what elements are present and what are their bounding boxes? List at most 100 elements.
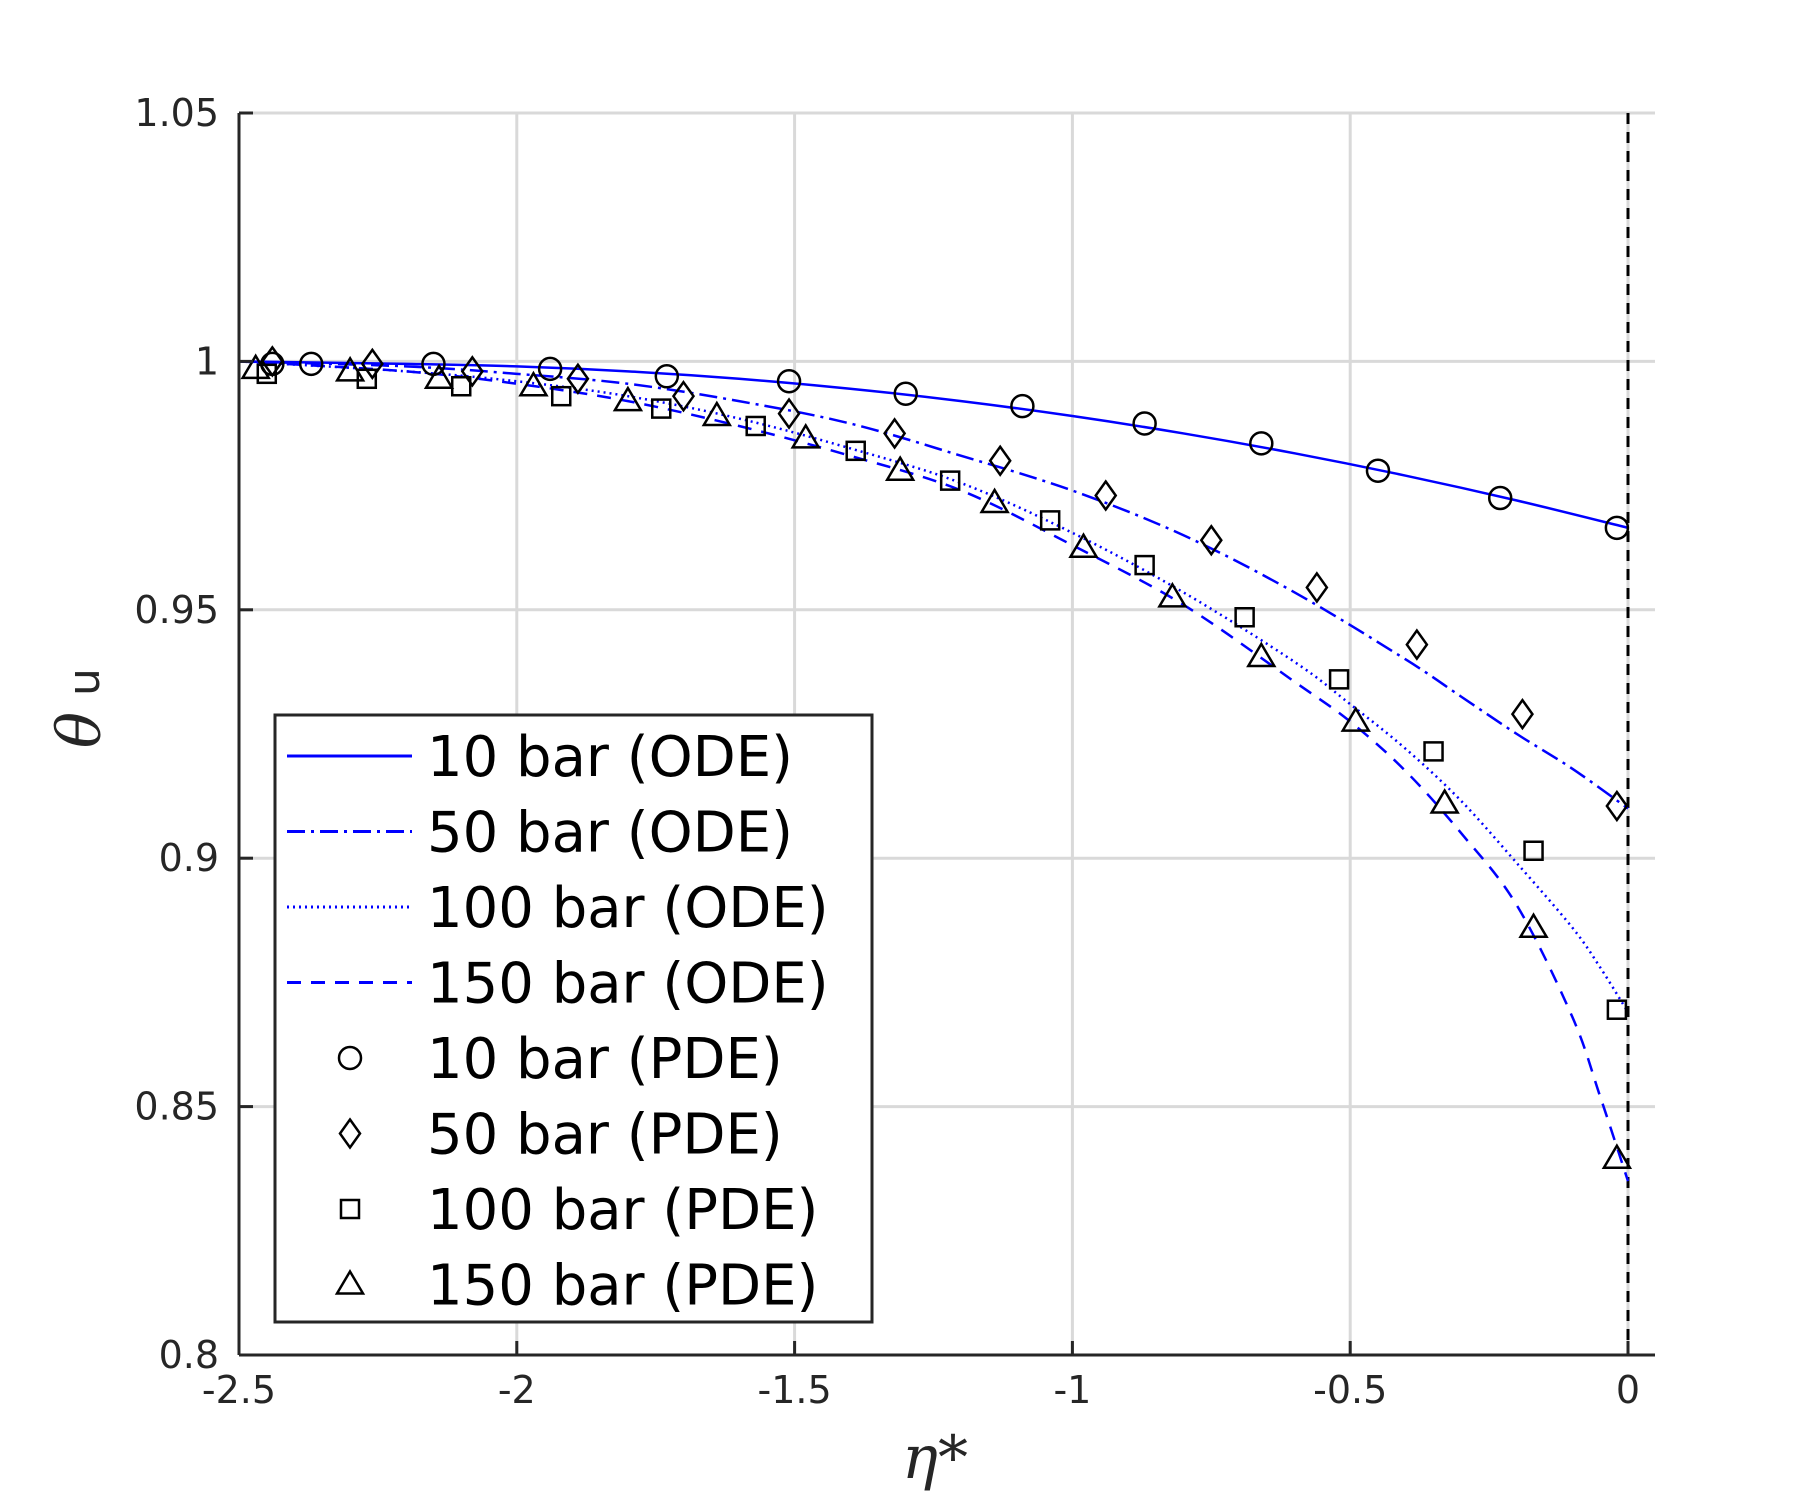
diamond-marker [460,355,484,388]
triangle-marker [701,400,733,427]
triangle-marker [1157,581,1188,608]
square-marker [1423,741,1444,762]
circle-marker [537,356,563,382]
square-marker [356,368,378,390]
x-tick-label: -1 [1053,1368,1091,1412]
circle-marker [1010,393,1035,419]
legend-label: 10 bar (ODE) [427,725,793,790]
triangle-marker [334,355,366,382]
triangle-marker [240,353,271,380]
square-marker [256,363,278,385]
square-marker [1606,999,1628,1020]
circle-marker [1132,411,1157,436]
square-marker [1523,840,1544,861]
y-tick-label: 0.95 [134,588,219,632]
diamond-marker [883,417,907,450]
diamond-marker [1094,479,1118,512]
legend-box [273,713,874,1324]
legend-item-150-bar-ode: 150 bar (ODE) [287,952,829,1017]
x-tick-label: -0.5 [1313,1368,1387,1412]
y-tick-label: 0.85 [134,1085,219,1129]
y-tick-label: 0.8 [159,1333,219,1377]
triangle-marker [790,422,821,449]
circle-marker [654,364,680,389]
diamond-marker [671,380,696,413]
square-marker [1234,607,1255,628]
triangle-marker [518,370,549,397]
triangle-marker [612,385,644,412]
diamond-marker [1510,697,1534,731]
series-lines [238,360,1630,1182]
series-line-150-bar-ode [238,360,1630,1182]
legend-item-100-bar-pde: 100 bar (PDE) [339,1178,818,1243]
diamond-marker [360,347,384,381]
x-axis-label: η* [902,1423,968,1493]
circle-marker [893,381,918,406]
square-marker [939,470,961,491]
square-marker [1328,669,1350,690]
legend-item-10-bar-pde: 10 bar (PDE) [337,1027,783,1092]
triangle-marker [423,363,455,390]
circle-marker [1249,431,1274,456]
legend-item-100-bar-ode: 100 bar (ODE) [287,876,829,941]
series-points-150-bar-pde [240,353,1633,1170]
legend-item-10-bar-ode: 10 bar (ODE) [287,725,793,790]
legend-item-50-bar-ode: 50 bar (ODE) [287,801,793,866]
diamond-marker [988,444,1012,477]
x-tick-label: -2 [498,1368,536,1412]
legend-label: 100 bar (PDE) [427,1178,818,1243]
triangle-marker [979,487,1010,514]
legend-label: 150 bar (PDE) [427,1254,818,1319]
circle-marker [1365,458,1391,483]
triangle-marker [1068,532,1099,558]
triangle-marker [1246,641,1277,668]
series-points-50-bar-pde [260,345,1629,823]
square-marker [845,440,866,462]
triangle-marker [1429,788,1460,814]
circle-marker [1487,485,1513,511]
legend-item-150-bar-pde: 150 bar (PDE) [334,1254,818,1319]
legend-label: 10 bar (PDE) [427,1027,783,1092]
y-axis-label-subscript: u [59,668,110,696]
triangle-marker [1340,706,1371,732]
y-tick-label: 0.9 [159,836,219,880]
series-line-10-bar-ode [238,360,1629,530]
circle-marker [1604,515,1630,541]
diamond-marker [777,397,801,430]
diamond-marker [566,362,590,395]
x-tick-label: 0 [1616,1368,1640,1412]
x-tick-label: -1.5 [758,1368,832,1412]
legend-item-50-bar-pde: 50 bar (PDE) [338,1103,783,1168]
y-tick-label: 1.05 [134,91,219,135]
diamond-marker [1305,571,1329,604]
series-markers [240,345,1633,1170]
legend-label: 50 bar (PDE) [427,1103,783,1168]
circle-marker [776,369,802,394]
series-points-100-bar-pde [256,363,1628,1020]
square-marker [550,385,572,407]
legend-label: 100 bar (ODE) [427,876,829,941]
diamond-marker [1605,789,1629,823]
legend: 10 bar (ODE) 50 bar (ODE) 100 bar (ODE) 150… [273,713,874,1324]
legend-square-icon [339,1198,361,1220]
triangle-marker [884,455,916,481]
series-points-10-bar-pde [260,351,1630,541]
y-axis-label-main: θ [45,712,115,748]
legend-label: 150 bar (ODE) [427,952,829,1017]
square-marker [1039,510,1061,531]
svg-text:θ: θ [45,712,115,748]
legend-diamond-icon [338,1117,362,1150]
square-marker [745,415,766,437]
diamond-marker [1199,524,1223,557]
circle-marker [298,351,324,377]
x-tick-label: -2.5 [202,1368,276,1412]
diamond-marker [1405,628,1429,661]
triangle-marker [1601,1143,1633,1170]
triangle-marker [1518,912,1549,939]
square-marker [1134,554,1155,576]
y-tick-label: 1 [195,339,219,383]
legend-label: 50 bar (ODE) [427,801,793,866]
y-axis-label: θ u [45,668,115,748]
legend-circle-icon [337,1045,363,1071]
